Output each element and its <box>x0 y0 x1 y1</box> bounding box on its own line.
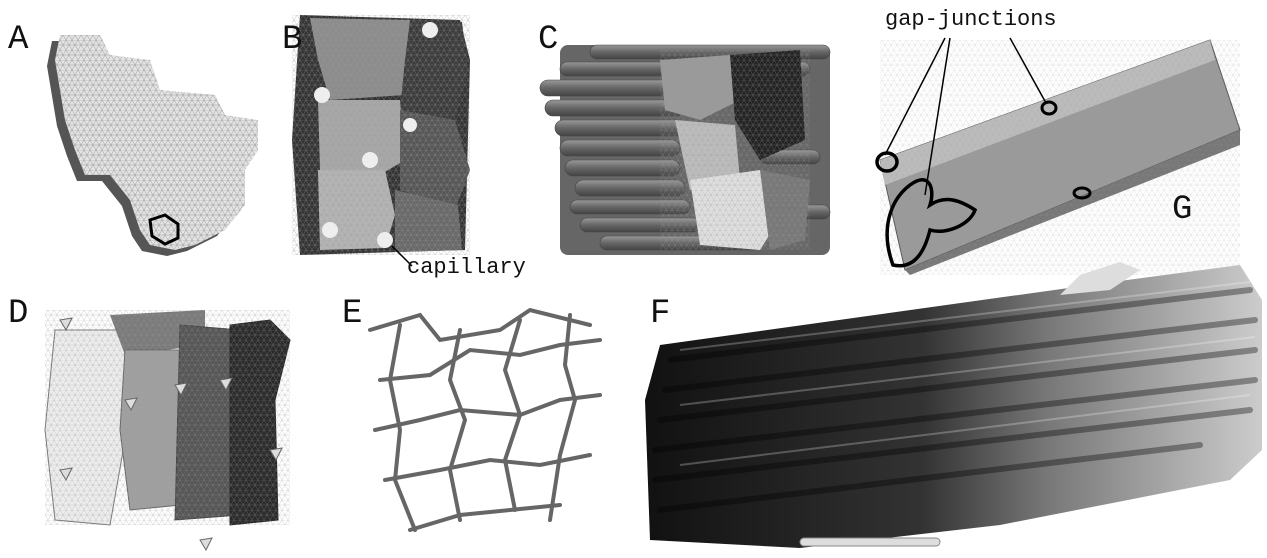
shape <box>362 152 378 168</box>
panel-label: G <box>1172 191 1192 229</box>
shape <box>200 538 212 550</box>
annotation: gap-junctions <box>885 7 1057 32</box>
shape <box>880 40 1240 275</box>
shape <box>314 87 330 103</box>
panel-label: B <box>282 21 302 59</box>
panel-c <box>540 45 830 255</box>
panel-label: F <box>650 295 670 333</box>
panel-a <box>47 35 258 256</box>
panel-g <box>877 38 1240 275</box>
shape <box>660 50 810 250</box>
shape <box>800 538 940 546</box>
shape <box>370 310 590 340</box>
shape <box>377 232 393 248</box>
panel-b <box>292 15 470 266</box>
shape <box>322 222 338 238</box>
figure: A B C D E F G capillary gap-junctions <box>0 0 1267 558</box>
shape <box>403 118 417 132</box>
panel-e <box>370 310 600 530</box>
shape <box>645 265 1262 548</box>
panel-d <box>45 310 290 550</box>
shape <box>45 310 290 525</box>
panel-label: D <box>8 295 28 333</box>
panel-label: E <box>342 295 362 333</box>
shape <box>410 505 560 530</box>
panel-label: A <box>8 21 29 59</box>
panel-label: C <box>538 21 558 59</box>
panel-f <box>645 262 1262 548</box>
annotation: capillary <box>407 255 526 280</box>
shape <box>292 15 470 255</box>
shape <box>422 22 438 38</box>
